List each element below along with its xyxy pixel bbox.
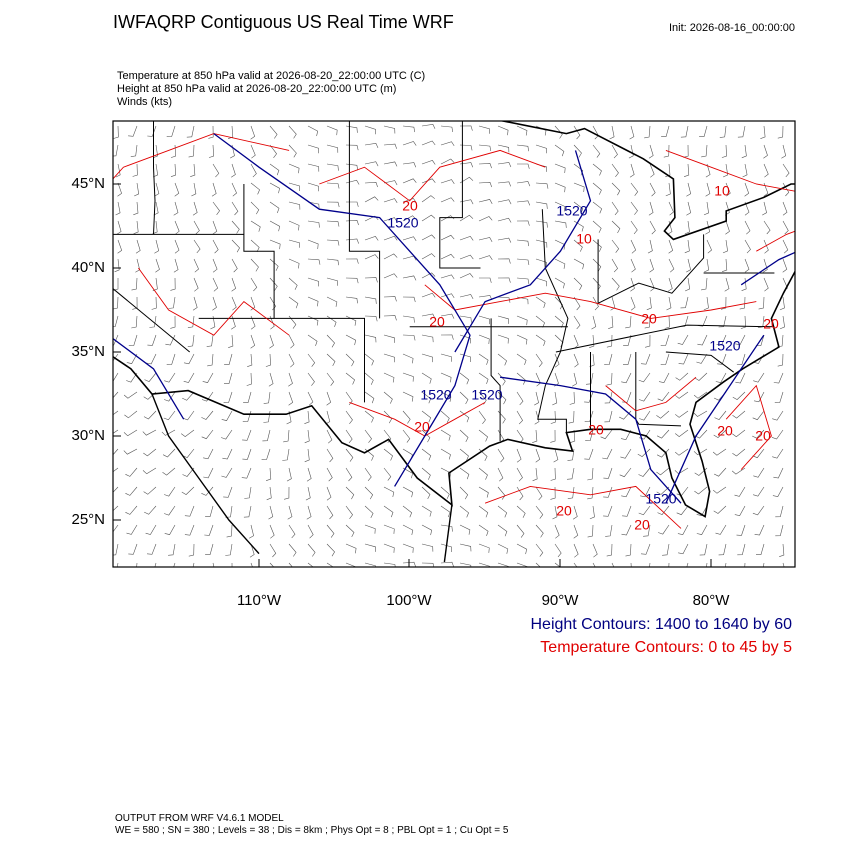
temperature-label: 20 [763, 316, 779, 332]
height-label: 1520 [645, 491, 676, 507]
temperature-label: 20 [634, 517, 650, 533]
temperature-label: 20 [641, 311, 657, 327]
title: IWFAQRP Contiguous US Real Time WRF [113, 12, 454, 32]
lat-label: 30°N [71, 427, 105, 444]
lat-label: 45°N [71, 175, 105, 192]
height-label: 1520 [556, 203, 587, 219]
field-label: Height at 850 hPa valid at 2026-08-20_22… [117, 83, 396, 95]
footer-model: OUTPUT FROM WRF V4.6.1 MODEL [115, 813, 284, 824]
lon-label: 110°W [237, 592, 282, 609]
temperature-label: 10 [714, 183, 730, 199]
footer-settings: WE = 580 ; SN = 380 ; Levels = 38 ; Dis … [115, 825, 509, 836]
height-label: 1520 [709, 338, 740, 354]
temperature-label: 20 [755, 428, 771, 444]
field-label: Winds (kts) [117, 96, 172, 108]
lat-label: 35°N [71, 343, 105, 360]
temperature-legend: Temperature Contours: 0 to 45 by 5 [540, 639, 792, 656]
lon-label: 80°W [693, 592, 731, 609]
temperature-label: 20 [414, 419, 430, 435]
lat-label: 25°N [71, 511, 105, 528]
height-label: 1520 [387, 215, 418, 231]
temperature-label: 10 [576, 231, 592, 247]
temperature-label: 20 [588, 422, 604, 438]
init-time: Init: 2026-08-16_00:00:00 [669, 22, 795, 34]
temperature-label: 20 [402, 198, 418, 214]
field-label: Temperature at 850 hPa valid at 2026-08-… [117, 70, 425, 82]
temperature-label: 20 [429, 314, 445, 330]
lon-label: 90°W [542, 592, 580, 609]
lat-label: 40°N [71, 259, 105, 276]
height-legend: Height Contours: 1400 to 1640 by 60 [530, 616, 792, 633]
lon-label: 100°W [386, 592, 432, 609]
height-label: 1520 [420, 387, 451, 403]
temperature-label: 20 [556, 503, 572, 519]
height-label: 1520 [471, 387, 502, 403]
temperature-label: 20 [717, 423, 733, 439]
